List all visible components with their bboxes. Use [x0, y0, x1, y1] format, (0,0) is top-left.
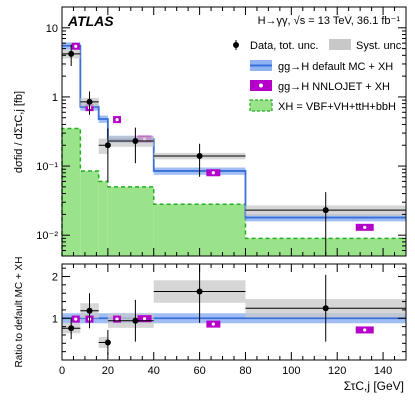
xh-bar: [153, 204, 246, 256]
legend-data-marker: [233, 42, 239, 48]
ratio-nnlojet-marker-dot: [74, 317, 78, 321]
upper-y-tick-label: 10⁻¹: [36, 161, 58, 173]
x-tick-label: 60: [193, 365, 205, 377]
legend-data-label: Data, tot. unc.: [250, 40, 318, 52]
data-point: [104, 142, 111, 149]
legend: Data, tot. unc. Syst. unc. gg→H default …: [233, 39, 404, 113]
legend-xh-swatch: [249, 99, 273, 112]
data-syst-box: [98, 138, 108, 154]
upper-x-ticks: [61, 7, 407, 256]
ratio-nnlojet-marker-dot: [115, 317, 119, 321]
ratio-data-point: [104, 339, 111, 346]
data-point: [196, 152, 203, 159]
data-point: [86, 98, 93, 105]
atlas-label: ATLAS: [67, 13, 114, 29]
lower-y-tick-label: 1: [52, 313, 58, 325]
legend-syst-swatch: [329, 39, 351, 50]
ratio-nnlojet-marker-dot: [211, 322, 215, 326]
nnlojet-marker-dot: [363, 225, 367, 229]
x-tick-label: 0: [59, 365, 65, 377]
nnlojet-marker-dot: [211, 171, 215, 175]
lower-plot-area: [62, 264, 406, 355]
upper-y-tick-label: 10⁻²: [36, 230, 58, 242]
x-tick-label: 140: [374, 365, 392, 377]
x-tick-label: 120: [328, 365, 346, 377]
upper-y-tick-label: 10: [46, 23, 58, 35]
x-tick-label: 20: [102, 365, 114, 377]
ratio-data-point: [132, 317, 139, 324]
legend-nnlojet-marker: [259, 83, 263, 88]
x-tick-label: 40: [148, 365, 160, 377]
x-tick-label: 80: [239, 365, 251, 377]
legend-syst-label: Syst. unc.: [356, 40, 404, 52]
lower-y-ticks: 12: [52, 267, 406, 361]
xh-bar: [107, 186, 154, 256]
lower-panel: 12 0 20 40 60 80 100 120 140: [52, 263, 407, 377]
ratio-data-point: [86, 307, 93, 314]
legend-xh-label: XH = VBF+VH+ttH+bbH: [278, 101, 396, 113]
ratio-data-point: [322, 305, 329, 312]
ratio-nnlojet-marker-dot: [142, 317, 147, 321]
data-point: [68, 50, 75, 57]
x-axis-title: ΣτC,j [GeV]: [344, 379, 404, 393]
upper-y-ticks: 10⁻² 10⁻¹ 1 10: [36, 6, 406, 257]
data-point: [322, 207, 329, 214]
ratio-data-point: [68, 325, 75, 332]
upper-y-axis-title: dσfid / dΣτC,j [fb]: [13, 91, 25, 173]
upper-panel: 10⁻² 10⁻¹ 1 10: [36, 6, 407, 257]
xh-bar: [80, 170, 99, 256]
ratio-data-point: [196, 288, 203, 295]
nnlojet-marker-dot: [115, 118, 119, 122]
x-tick-label: 100: [282, 365, 300, 377]
process-label: H→γγ, √s = 13 TeV, 36.1 fb⁻¹: [258, 15, 401, 27]
lower-x-ticks: 0 20 40 60 80 100 120 140: [59, 264, 407, 377]
upper-plot-area: [61, 42, 406, 256]
legend-default-label: gg→H default MC + XH: [278, 61, 393, 73]
legend-nnlojet-label: gg→H NNLOJET + XH: [278, 81, 390, 93]
upper-y-tick-label: 1: [52, 92, 58, 104]
nnlojet-marker-dot: [74, 44, 78, 48]
lower-y-tick-label: 2: [52, 272, 58, 284]
ratio-nnlojet-marker-dot: [363, 328, 367, 332]
xh-bar: [62, 128, 81, 256]
xh-bar: [98, 181, 108, 256]
lower-y-axis-title: Ratio to default MC + XH: [14, 257, 25, 368]
data-point: [132, 138, 139, 145]
